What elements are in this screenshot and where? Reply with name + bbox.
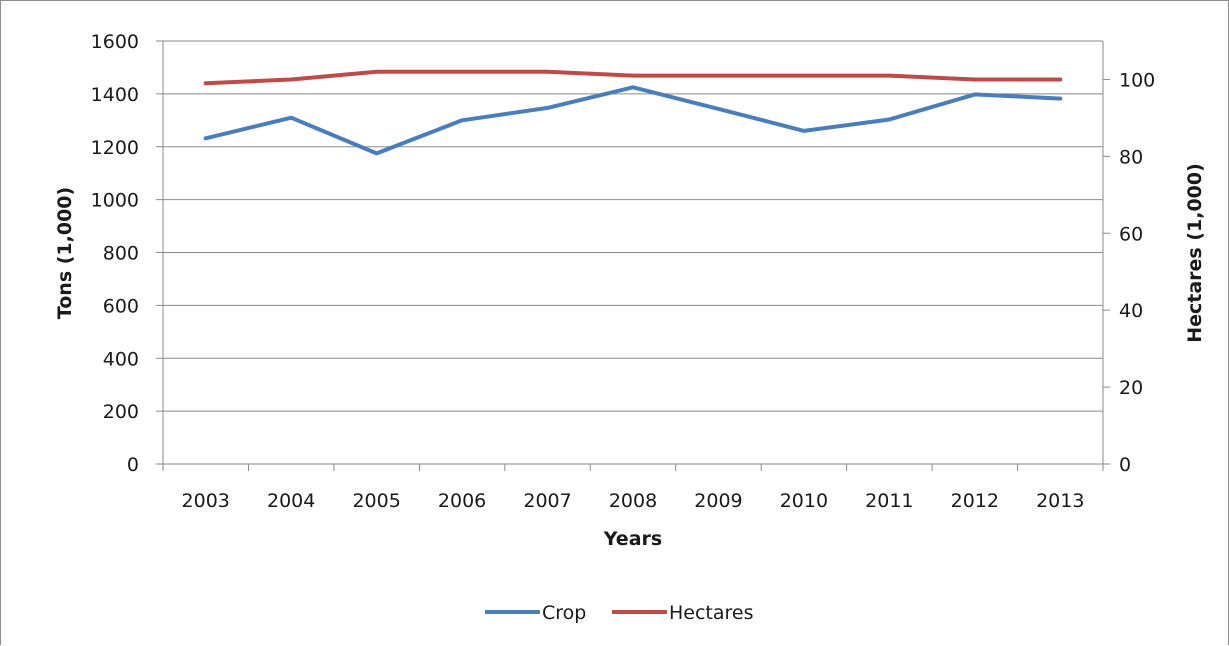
x-tick-label-2008: 2008 <box>609 490 657 512</box>
y-right-tick-label: 100 <box>1119 69 1155 91</box>
y-axis-left-title: Tons (1,000) <box>54 187 76 319</box>
y-right-tick-label: 80 <box>1119 146 1143 168</box>
y-left-tick-label: 400 <box>103 348 139 370</box>
gridlines <box>163 40 1103 412</box>
axes <box>156 40 1110 471</box>
x-tick-label-2009: 2009 <box>694 490 742 512</box>
y-right-tick-label: 20 <box>1119 377 1143 399</box>
x-tick-label-2007: 2007 <box>523 490 571 512</box>
legend: Crop Hectares <box>485 602 754 624</box>
x-tick-label-2003: 2003 <box>182 490 230 512</box>
y-left-tick-label: 1400 <box>91 84 139 106</box>
y-right-tick-label: 60 <box>1119 223 1143 245</box>
y-left-tick-label: 800 <box>103 243 139 265</box>
y-left-tick-label: 1200 <box>91 137 139 159</box>
y-right-tick-label: 40 <box>1119 300 1143 322</box>
y-left-tick-label: 1000 <box>91 190 139 212</box>
x-tick-label-2004: 2004 <box>267 490 315 512</box>
y-left-tick-label: 0 <box>127 454 139 476</box>
x-tick-label-2012: 2012 <box>951 490 999 512</box>
x-axis-title: Years <box>603 528 662 550</box>
y-right-tick-label: 0 <box>1119 454 1131 476</box>
axis-titles: Tons (1,000) Hectares (1,000) Years <box>54 163 1206 550</box>
legend-label-hectares: Hectares <box>669 602 754 624</box>
tick-labels: 0 200 400 600 800 1000 1200 1400 1600 0 20 40 60 80 10… <box>91 31 1156 512</box>
series-line-crop <box>203 85 1063 156</box>
y-axis-right-title: Hectares (1,000) <box>1184 163 1206 343</box>
x-tick-label-2011: 2011 <box>865 490 913 512</box>
series-line-hectares <box>203 69 1063 86</box>
series-lines <box>203 69 1063 156</box>
x-tick-label-2010: 2010 <box>780 490 828 512</box>
x-tick-label-2005: 2005 <box>352 490 400 512</box>
y-left-tick-label: 600 <box>103 295 139 317</box>
x-tick-label-2013: 2013 <box>1036 490 1084 512</box>
y-left-tick-label: 200 <box>103 401 139 423</box>
x-tick-label-2006: 2006 <box>438 490 486 512</box>
legend-label-crop: Crop <box>542 602 586 624</box>
y-left-tick-label: 1600 <box>91 31 139 53</box>
